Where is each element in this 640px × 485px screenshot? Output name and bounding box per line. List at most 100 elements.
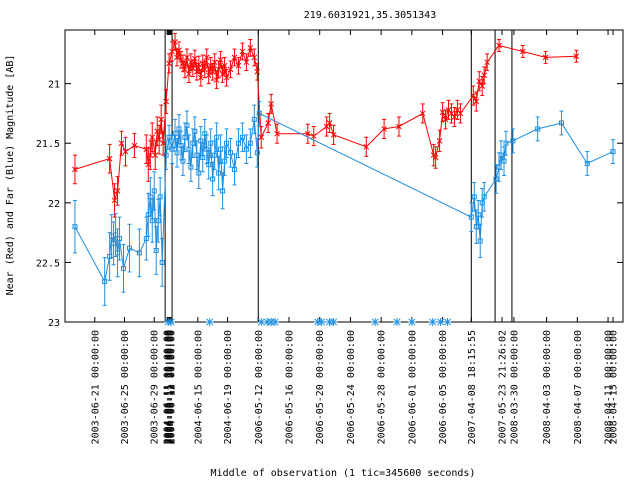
marker-stroke (381, 126, 387, 132)
marker-stroke (156, 136, 163, 143)
data-point (117, 236, 123, 242)
x-tick-label: 2006-06-05 00:00:00 (438, 330, 449, 444)
data-point (172, 131, 178, 137)
data-point (304, 130, 311, 137)
marker-stroke (160, 140, 166, 147)
data-point (479, 83, 486, 89)
marker-stroke (429, 318, 437, 326)
limit-marker (407, 318, 416, 326)
x-tick-label: 2008-03-30 00:00:00 (509, 330, 520, 444)
x-tick-label: 2004-06-19 00:00:00 (223, 330, 234, 444)
data-point (223, 74, 230, 81)
data-point (481, 72, 488, 79)
data-point (122, 148, 129, 155)
chart-title: 219.6031921,35.3051343 (304, 10, 436, 21)
marker-stroke (243, 59, 250, 66)
data-point (184, 122, 190, 128)
data-point (152, 152, 159, 158)
limit-marker (392, 318, 401, 326)
data-point (243, 146, 249, 152)
data-point (186, 146, 192, 152)
marker-stroke (274, 130, 280, 137)
data-point (218, 146, 224, 152)
marker-stroke (163, 98, 169, 105)
series-line (74, 112, 614, 283)
y-tick-label: 22.5 (36, 258, 60, 269)
data-point (235, 140, 241, 146)
marker-stroke (221, 62, 228, 69)
marker-stroke (445, 106, 452, 113)
marker-stroke (223, 74, 230, 81)
marker-stroke (371, 318, 379, 326)
marker-stroke (396, 123, 402, 130)
data-point (254, 150, 260, 156)
marker-stroke (239, 48, 246, 55)
data-point (204, 146, 210, 152)
marker-stroke (217, 56, 224, 63)
marker-stroke (251, 54, 258, 61)
data-point (501, 158, 507, 164)
data-point (149, 218, 155, 224)
marker-stroke (176, 47, 182, 54)
data-point (231, 54, 238, 61)
x-tick-label: 2008-04-03 00:00:00 (542, 330, 553, 444)
data-point (72, 166, 78, 173)
marker-stroke (519, 48, 526, 55)
x-tick-label: 2003-06-21 00:00:00 (90, 330, 101, 444)
data-point (191, 55, 198, 62)
marker-stroke (451, 114, 458, 120)
data-point (160, 140, 166, 147)
data-point (239, 48, 246, 55)
x-tick-label: 2003-06-29 00:00:00 (150, 330, 161, 444)
x-tick-label: 2004-06-11 10:40:00 (164, 330, 175, 444)
data-point (210, 176, 216, 182)
marker-stroke (363, 143, 370, 150)
limit-marker (436, 318, 445, 326)
limit-marker (271, 318, 280, 326)
data-point (166, 60, 172, 67)
data-point (251, 116, 257, 122)
data-point (153, 247, 159, 253)
data-point (188, 164, 194, 170)
x-tick-label: 2006-06-01 00:00:00 (407, 330, 418, 444)
y-axis-label: Near (Red) and Far (Blue) Magnitude [AB] (5, 55, 16, 296)
data-point (256, 110, 262, 116)
data-point (330, 132, 337, 138)
x-tick-label: 2008-04-11 00:00:00 (604, 330, 615, 444)
marker-stroke (432, 154, 439, 161)
x-tick-label: 2008-04-15 00:00:00 (609, 330, 620, 444)
marker-stroke (72, 166, 78, 173)
data-point (102, 278, 108, 284)
marker-stroke (442, 116, 449, 123)
data-point (151, 188, 157, 194)
x-tick-label: 2006-05-16 00:00:00 (284, 330, 295, 444)
data-point (470, 92, 477, 99)
marker-stroke (172, 39, 178, 45)
marker-stroke (231, 54, 238, 61)
data-point (149, 134, 156, 141)
x-tick-label: 2004-06-15 00:00:00 (193, 330, 204, 444)
limit-marker (428, 318, 437, 326)
data-point (519, 48, 526, 55)
data-point (268, 101, 275, 107)
marker-stroke (326, 120, 333, 126)
x-tick-label: 2004-06-11 16:00:00 (165, 330, 176, 444)
series-line (74, 41, 577, 201)
data-point (542, 54, 549, 61)
marker-stroke (473, 98, 480, 105)
y-tick-label: 21.5 (36, 139, 60, 150)
marker-stroke (419, 110, 426, 117)
marker-stroke (408, 318, 416, 326)
data-point (610, 149, 616, 155)
marker-stroke (227, 66, 234, 73)
marker-stroke (436, 137, 443, 144)
data-point (558, 120, 564, 126)
data-point (419, 110, 426, 117)
data-point (163, 98, 169, 105)
data-point (200, 155, 206, 161)
data-point (251, 54, 258, 61)
marker-stroke (437, 318, 445, 326)
data-point (265, 120, 272, 126)
data-point (159, 259, 165, 265)
